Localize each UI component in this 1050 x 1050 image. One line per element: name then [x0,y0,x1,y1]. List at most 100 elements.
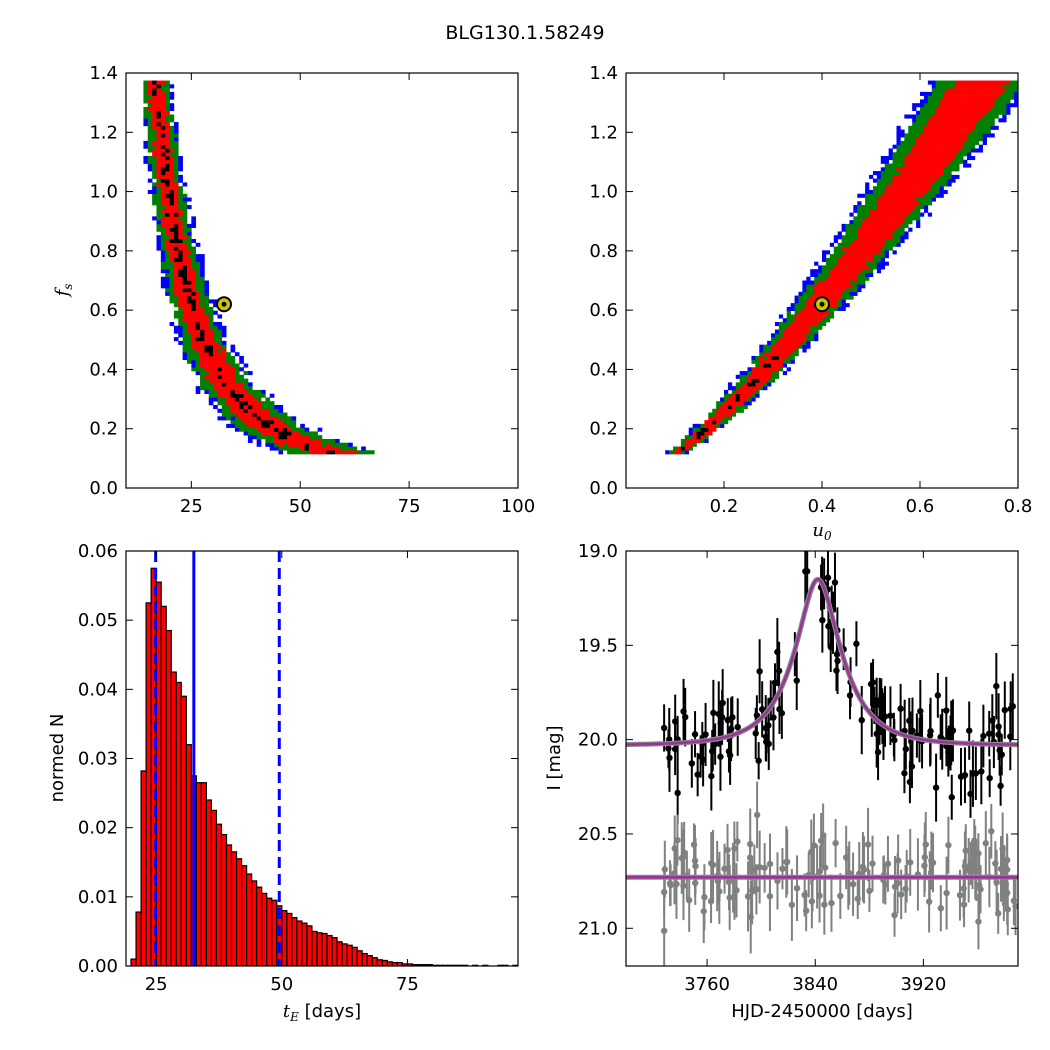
tr-cell [920,174,925,179]
tr-cell [939,152,944,157]
tr-cell [947,144,952,149]
tl-cell [195,359,201,364]
tr-cell [927,133,933,138]
tr-cell [869,223,874,228]
tr-cell [986,122,991,127]
tr-cell [822,291,827,296]
tr-cell [935,122,940,127]
tr-cell [814,272,819,278]
tl-cell [169,231,175,236]
tr-cell [994,106,999,112]
tr-cell [778,367,784,372]
tl-cell [165,144,170,149]
tl-cell [278,442,284,447]
tl-cell [186,246,192,251]
tr-cell [849,212,854,217]
tl-cell [191,220,196,225]
tl-cell [221,374,227,379]
tl-cell [204,299,210,304]
tr-cell [916,156,921,161]
tr-cell [970,144,976,149]
tl-cell [226,352,231,357]
tr-cell [931,197,936,202]
tr-cell [935,137,940,142]
tl-cell [291,450,297,455]
tl-cell [291,431,297,436]
tr-cell [798,306,803,311]
tl-cell [308,438,314,444]
tl-cell [160,235,166,240]
tr-cell [669,450,674,455]
tr-cell [865,231,870,236]
tr-cell [904,171,909,176]
tr-cell [927,212,933,217]
tl-cell [208,333,214,338]
tl-cell [234,423,240,428]
histogram-bar [175,681,182,966]
tl-cell [278,408,284,413]
tr-cell [755,393,760,398]
tr-cell [994,88,999,93]
tl-cell [156,140,162,145]
tr-cell [861,235,866,240]
tl-cell [173,152,179,157]
tr-cell [970,156,976,161]
tl-cell [147,148,153,153]
tl-cell [182,348,188,353]
tr-cell [951,118,956,123]
tl-cell [213,333,218,338]
histogram-bar [210,809,218,966]
tr-cell [837,269,842,274]
tr-cell [955,156,960,161]
tr-cell [837,306,842,311]
tr-cell [947,103,952,108]
tr-cell [731,408,737,413]
histogram-bar [170,671,177,966]
tl-cell [239,393,244,398]
tl-cell [173,212,179,217]
tr-cell [939,129,944,134]
tr-cell [876,242,882,247]
tl-cell [182,306,188,311]
tr-cell [990,106,995,112]
data-point [943,707,950,714]
tl-cell [204,386,210,391]
tr-cell [904,223,909,228]
tr-cell [747,389,752,394]
tl-cell [217,374,223,379]
tr-cell [955,159,960,164]
tr-cell [908,171,913,176]
tr-cell [896,159,901,164]
tl-cell [230,405,236,410]
tr-cell [943,80,948,85]
tr-cell [872,201,878,206]
tr-cell [908,148,913,153]
tl-cell [326,446,332,451]
tl-cell [326,450,332,455]
tr-cell [1006,99,1011,104]
tl-cell [265,423,271,428]
tl-cell [160,156,166,161]
tl-cell [195,242,201,247]
tr-cell [1006,106,1011,112]
tl-cell [247,420,253,425]
tl-cell [186,197,192,202]
tr-cell [927,156,933,161]
tr-cell [896,140,901,145]
tl-cell [165,239,170,244]
tr-cell [943,148,948,153]
tr-cell [876,208,882,213]
tl-cell [152,84,157,89]
bl-xtick-label: 75 [396,974,419,995]
tr-cell [908,144,913,149]
tl-cell [165,231,170,236]
tl-cell [182,310,188,315]
tr-cell [920,201,925,206]
tr-cell [974,114,980,119]
tl-cell [147,99,153,104]
tr-cell [927,174,933,179]
tr-cell [837,284,842,289]
tr-cell [974,106,980,112]
tl-cell [169,235,175,240]
tr-cell [786,325,791,330]
